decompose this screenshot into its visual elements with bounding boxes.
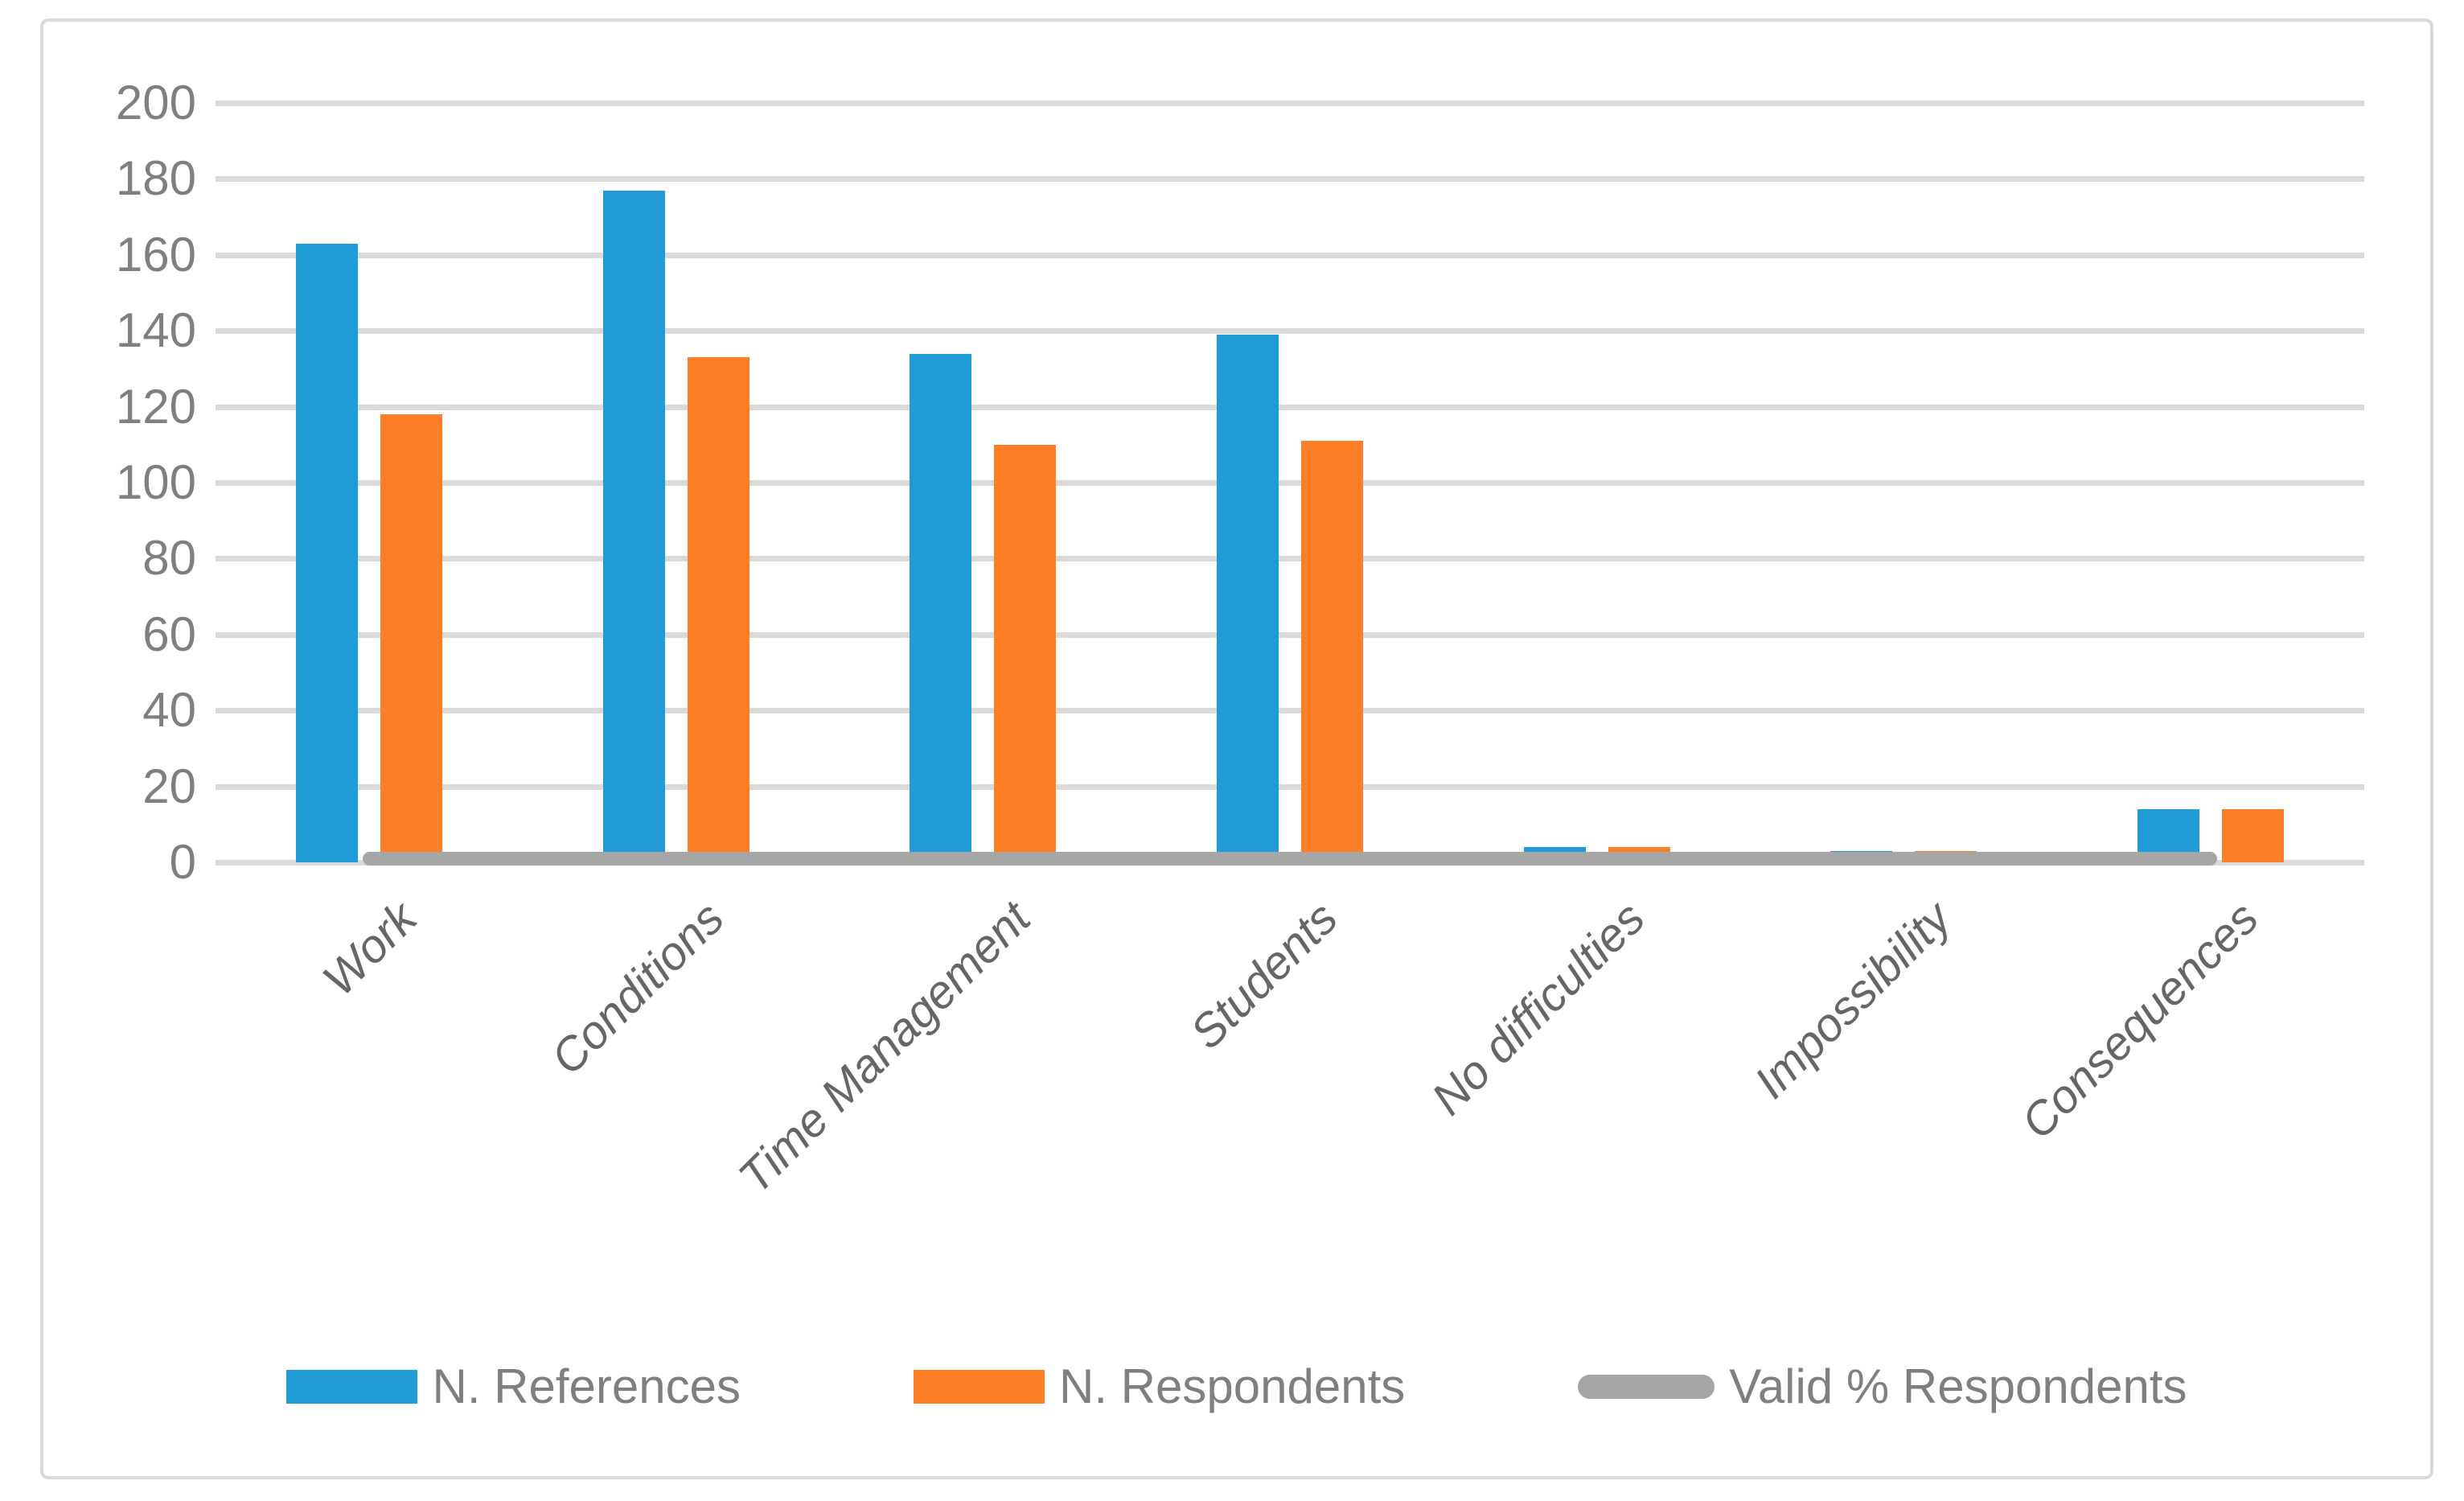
y-tick-label-140: 140 bbox=[115, 303, 196, 358]
legend-item-valid-percent-respondents: Valid % Respondents bbox=[1578, 1359, 2187, 1414]
legend: N. References N. Respondents Valid % Res… bbox=[43, 1359, 2430, 1414]
legend-label-n-references: N. References bbox=[432, 1359, 741, 1413]
bar-n-references-work bbox=[295, 243, 358, 862]
gridline-y-40 bbox=[216, 708, 2364, 714]
y-tick-label-120: 120 bbox=[115, 379, 196, 434]
y-tick-label-180: 180 bbox=[115, 151, 196, 206]
n-respondents-swatch bbox=[913, 1369, 1045, 1404]
gridline-y-80 bbox=[216, 556, 2364, 562]
chart-figure: 0 20 40 60 80 100 120 140 160 180 200 Work Conditio… bbox=[40, 19, 2433, 1479]
bar-n-references-students bbox=[1217, 334, 1279, 862]
gridline-y-20 bbox=[216, 783, 2364, 790]
gridline-y-160 bbox=[216, 252, 2364, 258]
valid-percent-respondents-swatch bbox=[1578, 1374, 1715, 1399]
bar-n-respondents-students bbox=[1301, 441, 1363, 862]
gridline-y-140 bbox=[216, 328, 2364, 335]
y-tick-label-80: 80 bbox=[142, 531, 196, 586]
legend-item-n-references: N. References bbox=[286, 1359, 741, 1414]
gridline-y-200 bbox=[216, 101, 2364, 106]
y-tick-label-100: 100 bbox=[115, 455, 196, 509]
gridline-y-60 bbox=[216, 631, 2364, 638]
gridline-y-100 bbox=[216, 480, 2364, 486]
valid-percent-respondents-line bbox=[362, 851, 2218, 866]
legend-item-n-respondents: N. Respondents bbox=[913, 1359, 1406, 1414]
y-tick-label-200: 200 bbox=[115, 76, 196, 130]
y-tick-label-0: 0 bbox=[169, 835, 196, 889]
plot-area bbox=[216, 101, 2364, 866]
n-references-swatch bbox=[286, 1369, 418, 1404]
gridline-y-120 bbox=[216, 404, 2364, 410]
bar-n-respondents-work bbox=[380, 414, 442, 862]
bar-n-references-conditions bbox=[602, 190, 665, 862]
y-tick-label-20: 20 bbox=[142, 759, 196, 813]
bar-n-respondents-conditions bbox=[687, 357, 749, 862]
bar-n-respondents-time-management bbox=[994, 444, 1057, 862]
y-tick-label-160: 160 bbox=[115, 227, 196, 282]
gridline-y-180 bbox=[216, 176, 2364, 183]
bar-n-respondents-consequences bbox=[2222, 808, 2285, 862]
legend-label-n-respondents: N. Respondents bbox=[1058, 1359, 1406, 1413]
bar-n-references-time-management bbox=[910, 353, 972, 862]
y-tick-label-60: 60 bbox=[142, 607, 196, 661]
legend-label-valid-percent-respondents: Valid % Respondents bbox=[1729, 1359, 2187, 1413]
y-tick-label-40: 40 bbox=[142, 683, 196, 738]
